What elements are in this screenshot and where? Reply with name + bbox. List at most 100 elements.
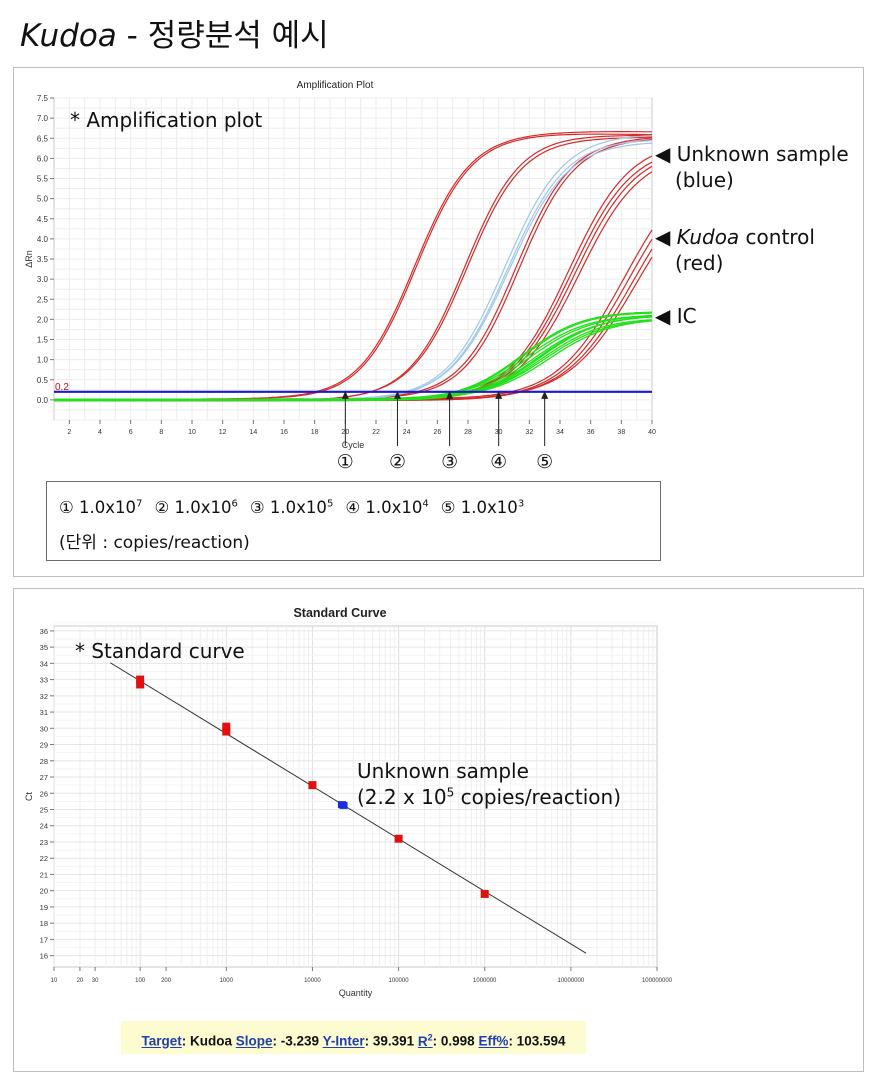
std-point xyxy=(136,675,145,684)
legend-mark: ① xyxy=(59,498,80,517)
page-title-rest: - 정량분석 예시 xyxy=(116,18,329,54)
ct-marker-arrow xyxy=(541,390,549,399)
std-ytick-label: 25 xyxy=(40,805,48,814)
amp-ytick-label: 5.0 xyxy=(37,195,49,204)
ct-marker-arrow xyxy=(393,390,401,399)
amp-xtick-label: 6 xyxy=(129,429,133,436)
std-ytick-label: 27 xyxy=(40,773,48,782)
std-ytick-label: 28 xyxy=(40,757,48,766)
r2-link[interactable]: R2 xyxy=(417,1032,433,1049)
standard-curve-chart: 16 17 18 19 20 21 22 23 24 25 26 27 28 29 30 31 32 33 34 35… xyxy=(24,622,673,998)
std-xtick-label: 10 xyxy=(51,978,58,984)
standard-curve-panel: Standard Curve 16 17 18 19 20 21 22 23 24 25 26 27 2… xyxy=(13,588,864,1072)
std-point xyxy=(394,834,403,843)
legend-item: ③ 1.0x105 xyxy=(250,498,333,517)
std-ytick-label: 33 xyxy=(40,676,48,685)
legend-exp: 7 xyxy=(136,498,143,510)
std-ytick-label: 19 xyxy=(40,903,48,912)
dilution-legend-row: ① 1.0x107 ② 1.0x106 ③ 1.0x105 ④ 1.0x104 ⑤ 1.… xyxy=(59,498,536,517)
std-ytick-label: 29 xyxy=(40,741,48,750)
std-xtick-label: 10000 xyxy=(304,978,321,984)
legend-base: 1.0x10 xyxy=(269,498,327,517)
standard-curve-stats: Target: Kudoa Slope: -3.239 Y-Inter: 39.… xyxy=(121,1021,586,1054)
amp-ytick-label: 6.0 xyxy=(37,154,49,163)
std-ytick-label: 20 xyxy=(40,887,48,896)
legend-mark: ② xyxy=(154,498,175,517)
std-ytick-label: 30 xyxy=(40,724,48,733)
std-ylabel: Ct xyxy=(24,792,34,801)
amp-xtick-label: 32 xyxy=(525,429,533,436)
amp-curve-ic xyxy=(53,320,653,402)
amp-ytick-label: 0.0 xyxy=(37,396,49,405)
std-ytick-label: 36 xyxy=(40,627,48,636)
ct-marker-number: ③ xyxy=(441,452,458,473)
amplification-chart: 0.0 0.5 1.0 1.5 2.0 2.5 3.0 3.5 4.0 4.5 5.0 5.5 6.0 6… xyxy=(24,94,656,473)
amp-xlabel: Cycle xyxy=(342,440,365,450)
r2-label: R xyxy=(417,1033,428,1049)
amp-xtick-label: 10 xyxy=(188,429,196,436)
amp-ytick-label: 4.0 xyxy=(37,235,49,244)
amp-xtick-label: 24 xyxy=(403,429,411,436)
amp-xtick-label: 16 xyxy=(280,429,288,436)
std-fit-line xyxy=(110,662,587,954)
ct-marker-arrow xyxy=(446,390,454,399)
amp-xtick-label: 34 xyxy=(556,429,564,436)
yinter-link[interactable]: Y-Inter xyxy=(322,1033,365,1049)
legend-base: 1.0x10 xyxy=(365,498,423,517)
amp-xtick-label: 40 xyxy=(648,429,656,436)
std-ytick-label: 35 xyxy=(40,643,48,652)
std-xtick-label: 30 xyxy=(92,978,99,984)
slope-link[interactable]: Slope xyxy=(235,1033,273,1049)
std-xtick-label: 10000000 xyxy=(558,978,585,984)
std-ytick-label: 18 xyxy=(40,919,48,928)
std-ytick-label: 17 xyxy=(40,935,48,944)
std-plot-area xyxy=(53,625,658,968)
amp-ytick-label: 0.5 xyxy=(37,376,49,385)
amp-xtick-label: 2 xyxy=(67,429,71,436)
std-ytick-label: 22 xyxy=(40,854,48,863)
amp-xtick-label: 8 xyxy=(159,429,163,436)
amp-xtick-label: 26 xyxy=(433,429,441,436)
standard-curve-title: Standard Curve xyxy=(293,606,387,620)
amp-xtick-label: 28 xyxy=(464,429,472,436)
std-xtick-label: 100 xyxy=(135,978,146,984)
std-xtick-label: 20 xyxy=(77,978,84,984)
amp-ytick-label: 4.5 xyxy=(37,215,49,224)
std-xtick-label: 200 xyxy=(161,978,172,984)
std-ytick-label: 34 xyxy=(40,659,48,668)
kudoa-callout-rest: control xyxy=(739,225,815,249)
amplification-panel: Amplification Plot 0.0 0.5 1.0 1.5 2.0 2.5 3.0… xyxy=(13,67,864,577)
std-ytick-label: 32 xyxy=(40,692,48,701)
legend-item: ⑤ 1.0x103 xyxy=(441,498,524,517)
page-title: Kudoa - 정량분석 예시 xyxy=(20,10,329,55)
amplification-title: Amplification Plot xyxy=(296,80,374,91)
legend-exp: 4 xyxy=(422,498,429,510)
target-link[interactable]: Target xyxy=(141,1033,182,1049)
legend-exp: 3 xyxy=(517,498,525,510)
eff-link[interactable]: Eff% xyxy=(478,1033,509,1049)
amp-xtick-label: 38 xyxy=(617,429,625,436)
yinter-value: : 39.391 xyxy=(364,1033,418,1049)
legend-item: ① 1.0x107 xyxy=(59,498,142,517)
unknown-quantity-post: copies/reaction) xyxy=(454,785,622,809)
std-point xyxy=(480,889,489,898)
amplification-note: * Amplification plot xyxy=(70,108,263,132)
slope-value: : -3.239 xyxy=(272,1033,323,1049)
std-point xyxy=(222,722,231,731)
std-point xyxy=(136,680,145,689)
amp-ytick-label: 1.0 xyxy=(37,356,49,365)
std-xtick-label: 1000 xyxy=(220,978,234,984)
page-title-italic: Kudoa xyxy=(20,18,117,54)
unknown-callout-line1: ◀ Unknown sample xyxy=(655,142,849,166)
legend-exp: 6 xyxy=(231,498,238,510)
amp-xtick-label: 12 xyxy=(219,429,227,436)
r2-sup: 2 xyxy=(427,1032,433,1042)
legend-item: ② 1.0x106 xyxy=(154,498,237,517)
std-ytick-label: 23 xyxy=(40,838,48,847)
r2-value: : 0.998 xyxy=(432,1033,479,1049)
target-value: : Kudoa xyxy=(181,1033,236,1049)
amp-ytick-label: 3.0 xyxy=(37,275,49,284)
legend-item: ④ 1.0x104 xyxy=(345,498,428,517)
unknown-quantity-pre: (2.2 x 10 xyxy=(357,785,447,809)
standard-curve-note: * Standard curve xyxy=(75,639,245,663)
